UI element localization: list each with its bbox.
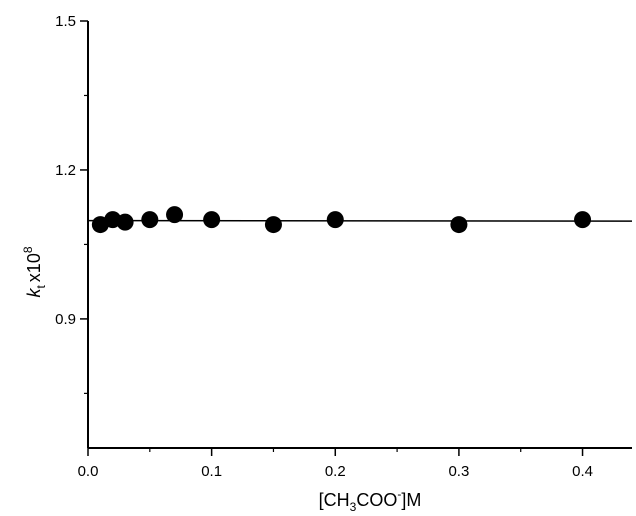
data-points (91, 206, 592, 234)
x-tick-label: 0.0 (78, 463, 99, 480)
y-axis-label-sup: 8 (21, 246, 35, 253)
y-tick-label: 1.5 (55, 13, 76, 30)
x-tick-label: 0.4 (572, 463, 593, 480)
data-point (141, 211, 159, 229)
x-tick-label: 0.2 (325, 463, 346, 480)
data-point (203, 211, 221, 229)
ticks (80, 20, 584, 456)
x-axis-label: [CH3COO-]M (319, 487, 422, 514)
y-axis-label-times: x10 (24, 253, 44, 282)
x-axis-label-mid: COO (356, 490, 397, 510)
y-tick-label: 1.2 (55, 162, 76, 179)
x-axis-label-post: ]M (401, 490, 421, 510)
data-point (264, 216, 282, 234)
tick-labels: 0.0 0.1 0.2 0.3 0.4 0.9 1.2 1.5 (55, 13, 593, 480)
x-axis-label-pre: [CH (319, 490, 350, 510)
data-point (116, 213, 134, 231)
x-tick-label: 0.3 (448, 463, 469, 480)
y-axis-label-sub: t (34, 285, 48, 289)
y-axis-label: kt x108 (21, 246, 48, 297)
x-axis-label-sub: 3 (350, 500, 357, 514)
data-point (166, 206, 184, 224)
x-axis-label-sup: - (397, 487, 401, 501)
y-tick-label: 0.9 (55, 311, 76, 328)
data-point (574, 211, 592, 229)
data-point (450, 216, 468, 234)
y-axis-label-main: k (24, 288, 44, 298)
data-point (326, 211, 344, 229)
x-tick-label: 0.1 (201, 463, 222, 480)
axes (87, 21, 632, 449)
